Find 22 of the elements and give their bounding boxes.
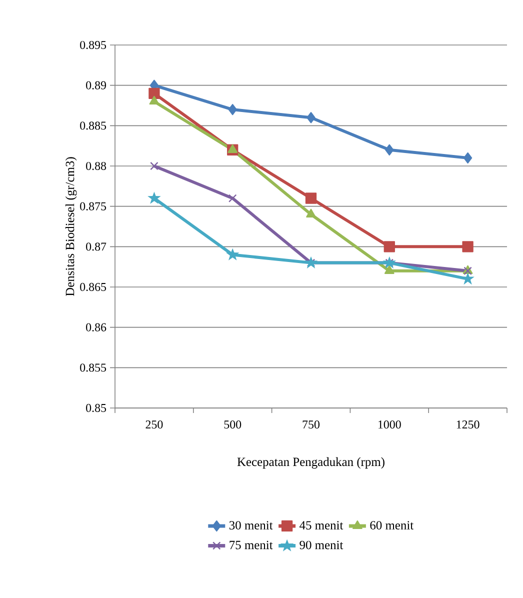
y-tick-label: 0.875 (80, 202, 106, 210)
x-tick-label: 250 (146, 420, 163, 429)
y-tick-label: 0.85 (86, 404, 106, 412)
y-axis-title: Densitas Biodiesel (gr/cm3) (65, 157, 77, 296)
y-tick-label: 0.885 (80, 122, 106, 130)
y-tick-label: 0.88 (86, 162, 106, 170)
legend-label: 75 menit (230, 540, 273, 550)
y-tick-label: 0.865 (80, 282, 106, 292)
x-axis-title: Kecepatan Pengadukan (rpm) (237, 457, 384, 469)
legend-label: 30 menit (229, 521, 273, 530)
x-tick-label: 1250 (456, 420, 480, 429)
legend-label: 90 menit (300, 540, 344, 550)
x-tick-label: 1000 (378, 420, 401, 429)
y-tick-label: 0.87 (86, 242, 106, 251)
x-tick-label: 500 (224, 420, 242, 429)
y-tick-label: 0.855 (80, 364, 106, 372)
y-tick-label: 0.89 (86, 81, 106, 90)
y-tick-label: 0.86 (86, 323, 106, 332)
y-tick-label: 0.895 (80, 40, 106, 50)
x-tick-label: 750 (302, 420, 320, 429)
legend-label: 45 menit (300, 521, 344, 530)
legend-label: 60 menit (370, 521, 414, 530)
